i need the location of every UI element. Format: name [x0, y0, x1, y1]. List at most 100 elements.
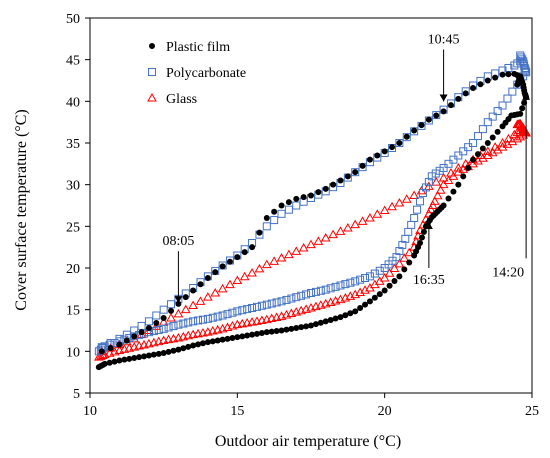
data-point: [106, 359, 113, 366]
data-point: [336, 281, 345, 290]
data-point: [478, 153, 488, 162]
data-point: [144, 338, 154, 348]
legend-label: Plastic film: [166, 40, 230, 55]
data-point: [396, 140, 403, 146]
legend-item-polycarbonate: Polycarbonate: [148, 66, 246, 81]
data-point: [225, 279, 235, 289]
data-point: [173, 332, 184, 342]
data-point: [164, 323, 173, 332]
data-point: [438, 179, 449, 189]
data-point: [209, 338, 216, 345]
data-point: [93, 352, 104, 361]
data-point: [379, 205, 390, 214]
data-point: [488, 112, 497, 121]
legend-item-plastic-film: Plastic film: [149, 40, 230, 55]
data-point: [352, 308, 359, 315]
data-point: [272, 298, 281, 307]
data-point: [322, 318, 329, 325]
data-point: [131, 333, 138, 340]
data-point: [357, 216, 368, 225]
data-point: [153, 320, 160, 326]
data-point: [190, 342, 197, 349]
data-point: [228, 308, 237, 317]
data-point: [194, 316, 203, 325]
data-point: [374, 152, 381, 159]
data-point: [195, 296, 206, 305]
data-point: [374, 276, 385, 285]
data-point: [315, 300, 326, 309]
data-point: [307, 289, 315, 297]
data-point: [208, 313, 217, 322]
data-point: [282, 295, 291, 304]
data-point: [335, 226, 346, 235]
data-point: [479, 145, 486, 152]
data-point: [341, 280, 350, 289]
data-point: [227, 321, 238, 330]
data-point: [165, 348, 172, 355]
data-point: [431, 177, 442, 186]
data-point: [261, 259, 272, 269]
data-point: [355, 287, 365, 296]
data-point: [268, 328, 275, 335]
data-point: [435, 185, 446, 194]
data-point: [144, 317, 153, 326]
data-point: [175, 300, 182, 307]
legend: Plastic film Polycarbonate Glass: [147, 40, 246, 107]
data-point: [287, 294, 296, 303]
data-point: [180, 345, 187, 352]
data-point: [359, 162, 366, 169]
data-point: [345, 291, 356, 300]
data-point: [98, 348, 105, 355]
data-point: [168, 307, 175, 314]
data-point: [473, 156, 483, 165]
data-point: [169, 322, 178, 331]
data-point: [224, 335, 231, 342]
data-point: [458, 164, 469, 173]
data-point: [278, 202, 285, 209]
annotation-arrowhead: [439, 94, 448, 102]
data-point: [494, 128, 501, 135]
data-point: [204, 275, 211, 281]
data-point: [519, 105, 526, 112]
data-point: [498, 101, 507, 110]
data-point: [380, 264, 389, 272]
plot-frame: [89, 17, 533, 394]
data-point: [484, 140, 491, 146]
data-point: [166, 312, 176, 322]
data-point: [271, 312, 282, 321]
data-point: [365, 282, 375, 292]
data-point: [249, 244, 256, 251]
data-point: [170, 347, 177, 354]
data-point: [384, 268, 395, 277]
data-point: [410, 214, 419, 222]
data-point: [459, 147, 468, 156]
x-tick-label: 15: [230, 404, 244, 419]
legend-label: Polycarbonate: [166, 66, 246, 81]
data-point: [241, 249, 248, 256]
data-point: [447, 102, 454, 109]
data-point: [233, 307, 242, 316]
data-point: [401, 194, 412, 203]
x-axis-title: Outdoor air temperature (°C): [215, 433, 401, 450]
data-point: [454, 151, 463, 160]
data-point: [401, 266, 408, 273]
data-point: [376, 291, 383, 298]
data-point: [154, 325, 163, 334]
data-point: [292, 293, 301, 302]
data-point: [469, 139, 478, 147]
data-point: [298, 324, 305, 331]
data-point: [453, 167, 464, 176]
data-point: [330, 181, 337, 188]
annotation-label: 16:35: [413, 273, 445, 288]
data-point: [136, 354, 143, 361]
series-layer: [93, 51, 531, 371]
data-point: [188, 300, 198, 309]
data-point: [237, 318, 248, 328]
x-tick-label: 20: [378, 404, 392, 419]
data-point: [356, 275, 365, 284]
data-point: [198, 327, 208, 337]
data-point: [320, 232, 331, 242]
data-point: [317, 319, 324, 326]
data-point: [492, 74, 499, 81]
data-point: [321, 285, 330, 294]
